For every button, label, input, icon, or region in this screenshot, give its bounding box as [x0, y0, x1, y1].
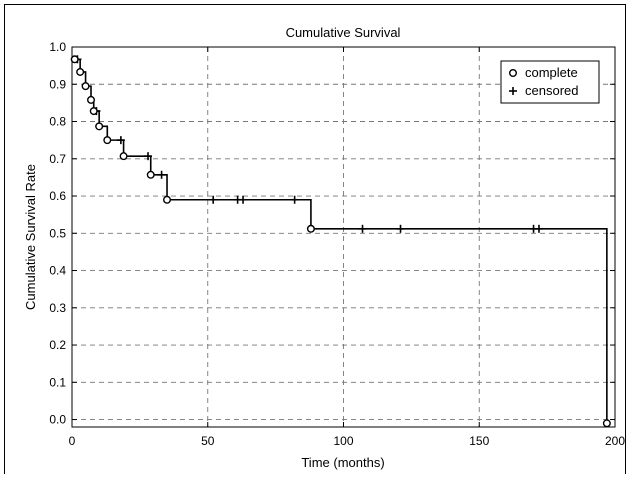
- censored-marker: [144, 152, 153, 161]
- censored-marker: [534, 224, 543, 233]
- event-markers: [70, 55, 611, 428]
- survival-step-line: [72, 58, 608, 420]
- legend-complete-marker: [509, 68, 518, 77]
- censored-marker: [157, 170, 166, 179]
- censored-marker: [116, 136, 125, 145]
- y-tick-label: 0.4: [49, 264, 66, 278]
- survival-curve: [72, 58, 608, 420]
- axis-ticks: 0.0 0.1 0.2 0.3 0.4 0.5 0.6 0.7 0.8 0.9 1.0 0 50 100 1…: [49, 40, 625, 448]
- complete-marker: [602, 419, 611, 428]
- censored-marker: [209, 195, 218, 204]
- y-tick-label: 0.9: [49, 77, 66, 91]
- complete-marker: [95, 122, 104, 131]
- y-tick-label: 0.3: [49, 301, 66, 315]
- y-axis-title: Cumulative Survival Rate: [23, 164, 38, 310]
- complete-marker: [163, 195, 172, 204]
- complete-marker: [87, 95, 96, 104]
- legend: complete censored: [500, 60, 600, 104]
- censored-marker: [396, 224, 405, 233]
- legend-complete-label: complete: [525, 65, 578, 80]
- complete-marker: [89, 107, 98, 116]
- complete-marker: [76, 67, 85, 76]
- y-tick-label: 0.8: [49, 115, 66, 129]
- x-axis-title: Time (months): [301, 455, 384, 470]
- chart-frame: [4, 4, 626, 474]
- y-tick-label: 0.5: [49, 226, 66, 240]
- complete-marker: [70, 55, 79, 64]
- complete-marker: [306, 224, 315, 233]
- x-tick-label: 50: [201, 434, 215, 448]
- legend-box: [500, 60, 600, 104]
- y-tick-label: 0.7: [49, 152, 66, 166]
- x-tick-label: 150: [469, 434, 489, 448]
- legend-censored-label: censored: [525, 83, 578, 98]
- complete-marker: [146, 170, 155, 179]
- y-tick-label: 0.0: [49, 413, 66, 427]
- chart-title: Cumulative Survival: [286, 25, 401, 40]
- complete-marker: [103, 136, 112, 145]
- complete-marker: [119, 152, 128, 161]
- censored-marker: [358, 224, 367, 233]
- x-tick-label: 0: [69, 434, 76, 448]
- y-tick-label: 1.0: [49, 40, 66, 54]
- x-tick-label: 100: [333, 434, 353, 448]
- y-tick-label: 0.2: [49, 338, 66, 352]
- complete-marker: [81, 82, 90, 91]
- censored-marker: [239, 195, 248, 204]
- grid: [72, 47, 615, 427]
- censored-marker: [290, 195, 299, 204]
- y-tick-label: 0.1: [49, 375, 66, 389]
- y-tick-label: 0.6: [49, 189, 66, 203]
- legend-censored-marker: [509, 87, 517, 95]
- x-tick-label: 200: [605, 434, 625, 448]
